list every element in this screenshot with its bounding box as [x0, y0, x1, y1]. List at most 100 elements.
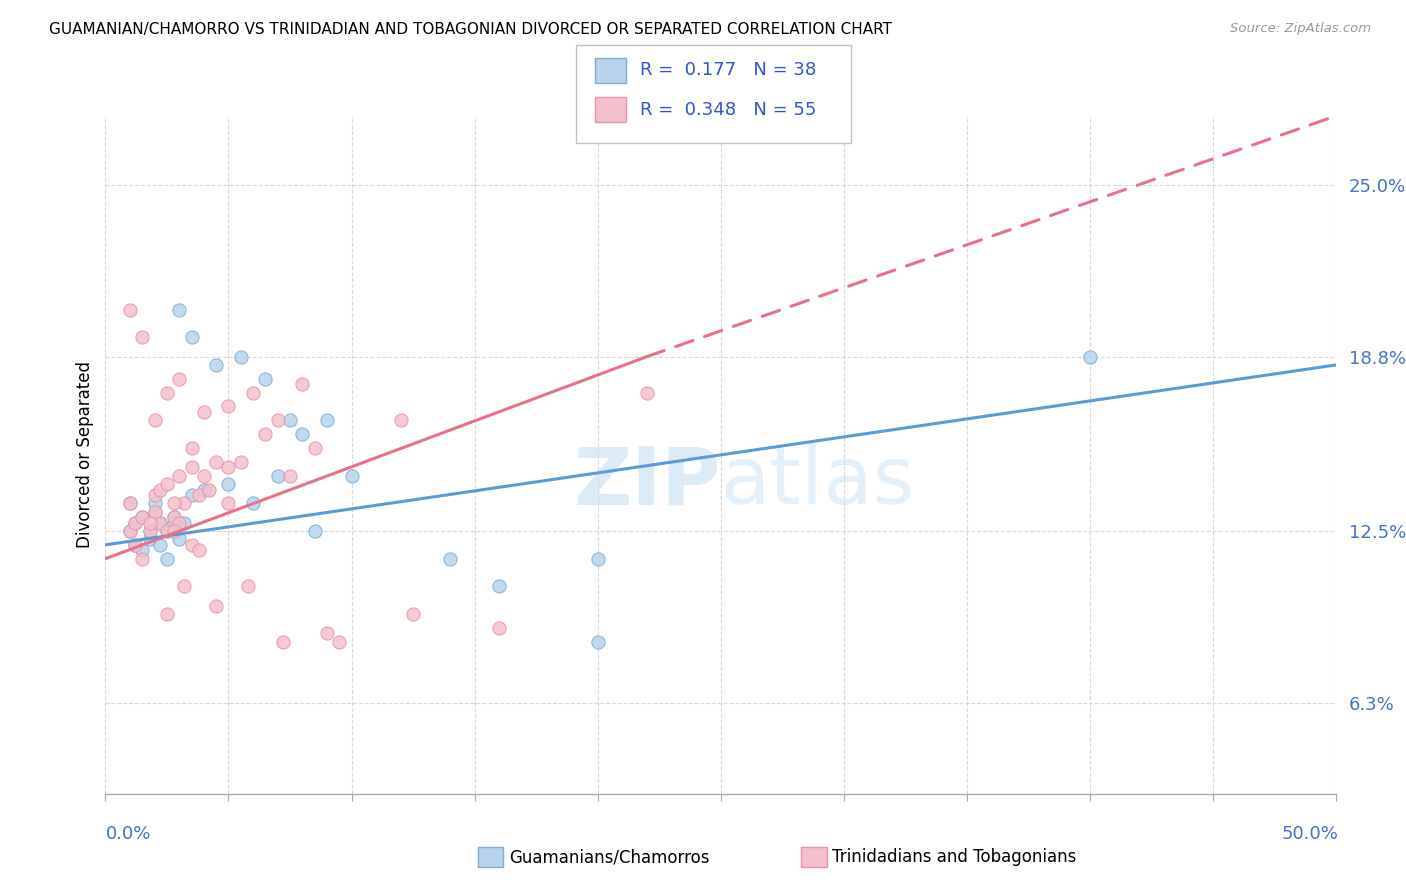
- Text: atlas: atlas: [721, 443, 915, 521]
- Point: [120, 496, 141, 510]
- Point: [149, 516, 172, 530]
- Point: [138, 533, 162, 547]
- Point: [143, 413, 166, 427]
- Point: [149, 516, 172, 530]
- Y-axis label: Divorced or Separated: Divorced or Separated: [76, 361, 94, 549]
- Point: [271, 634, 294, 648]
- Point: [163, 496, 186, 510]
- Point: [131, 510, 153, 524]
- Point: [254, 372, 277, 386]
- Point: [180, 330, 202, 344]
- Text: R =  0.177   N = 38: R = 0.177 N = 38: [640, 62, 815, 79]
- Point: [169, 516, 191, 530]
- Point: [242, 496, 264, 510]
- Point: [143, 488, 166, 502]
- Point: [218, 496, 240, 510]
- Point: [169, 372, 191, 386]
- Point: [173, 496, 195, 510]
- Point: [180, 488, 202, 502]
- Point: [197, 483, 219, 497]
- Text: Trinidadians and Tobagonians: Trinidadians and Tobagonians: [832, 848, 1077, 866]
- Point: [138, 524, 162, 538]
- Point: [1078, 350, 1101, 364]
- Text: R =  0.348   N = 55: R = 0.348 N = 55: [640, 101, 815, 119]
- Point: [143, 496, 166, 510]
- Point: [193, 483, 215, 497]
- Point: [156, 477, 179, 491]
- Point: [173, 516, 195, 530]
- Point: [180, 441, 202, 455]
- Point: [143, 505, 166, 519]
- Point: [439, 551, 461, 566]
- Text: 50.0%: 50.0%: [1282, 825, 1339, 843]
- Point: [163, 510, 186, 524]
- Point: [218, 400, 240, 414]
- Point: [124, 538, 146, 552]
- Point: [254, 427, 277, 442]
- Point: [193, 405, 215, 419]
- Point: [315, 413, 337, 427]
- Point: [169, 468, 191, 483]
- Point: [218, 460, 240, 475]
- Point: [163, 524, 186, 538]
- Point: [120, 496, 141, 510]
- Point: [156, 524, 179, 538]
- Point: [124, 516, 146, 530]
- Point: [488, 579, 510, 593]
- Point: [149, 483, 172, 497]
- Point: [156, 385, 179, 400]
- Point: [149, 538, 172, 552]
- Point: [205, 358, 228, 372]
- Point: [205, 455, 228, 469]
- Point: [163, 516, 186, 530]
- Text: Guamanians/Chamorros: Guamanians/Chamorros: [509, 848, 710, 866]
- Point: [328, 634, 350, 648]
- Text: 0.0%: 0.0%: [105, 825, 150, 843]
- Point: [124, 538, 146, 552]
- Point: [267, 413, 290, 427]
- Point: [193, 468, 215, 483]
- Point: [304, 524, 326, 538]
- Point: [131, 510, 153, 524]
- Point: [180, 538, 202, 552]
- Point: [389, 413, 412, 427]
- Point: [278, 468, 301, 483]
- Text: Source: ZipAtlas.com: Source: ZipAtlas.com: [1230, 22, 1371, 36]
- Text: GUAMANIAN/CHAMORRO VS TRINIDADIAN AND TOBAGONIAN DIVORCED OR SEPARATED CORRELATI: GUAMANIAN/CHAMORRO VS TRINIDADIAN AND TO…: [49, 22, 893, 37]
- Point: [188, 543, 211, 558]
- Point: [188, 488, 211, 502]
- Point: [143, 505, 166, 519]
- Point: [205, 599, 228, 613]
- Point: [131, 551, 153, 566]
- Point: [291, 427, 314, 442]
- Point: [156, 607, 179, 621]
- Point: [163, 510, 186, 524]
- Point: [138, 524, 162, 538]
- Point: [636, 385, 658, 400]
- Point: [169, 533, 191, 547]
- Point: [120, 302, 141, 317]
- Point: [156, 524, 179, 538]
- Point: [180, 460, 202, 475]
- Point: [242, 385, 264, 400]
- Point: [120, 524, 141, 538]
- Point: [586, 551, 609, 566]
- Point: [304, 441, 326, 455]
- Point: [120, 524, 141, 538]
- Point: [488, 621, 510, 635]
- Text: ZIP: ZIP: [574, 443, 721, 521]
- Point: [173, 579, 195, 593]
- Point: [124, 516, 146, 530]
- Point: [156, 551, 179, 566]
- Point: [218, 477, 240, 491]
- Point: [278, 413, 301, 427]
- Point: [236, 579, 259, 593]
- Point: [340, 468, 363, 483]
- Point: [315, 626, 337, 640]
- Point: [267, 468, 290, 483]
- Point: [131, 543, 153, 558]
- Point: [291, 377, 314, 392]
- Point: [131, 330, 153, 344]
- Point: [138, 516, 162, 530]
- Point: [402, 607, 425, 621]
